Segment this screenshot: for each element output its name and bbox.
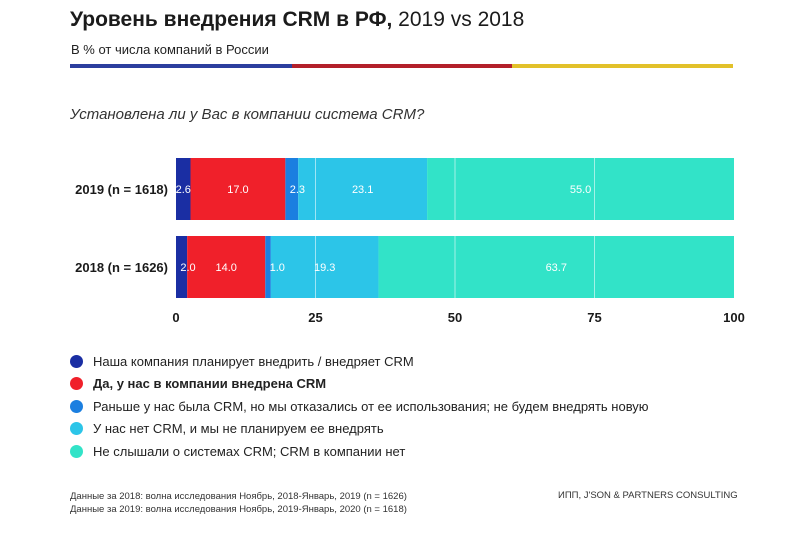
page-title: Уровень внедрения CRM в РФ, 2019 vs 2018	[70, 8, 524, 32]
legend-swatch	[70, 422, 83, 436]
bar-segment	[265, 236, 271, 298]
legend-swatch	[70, 444, 83, 458]
footnote-2018: Данные за 2018: волна исследования Ноябр…	[70, 491, 407, 502]
title-years: 2019 vs 2018	[392, 8, 525, 31]
divider-blue	[70, 64, 292, 68]
category-label: 2018 (n = 1626)	[75, 260, 168, 275]
bar-segment	[187, 236, 266, 298]
bar-segment	[176, 158, 191, 220]
legend-label: Наша компания планирует внедрить / внедр…	[93, 353, 414, 369]
legend-label: У нас нет CRM, и мы не планируем ее внед…	[93, 421, 384, 437]
data-label: 2.0	[180, 262, 195, 274]
x-tick-label: 50	[448, 310, 462, 325]
chart-legend: Наша компания планирует внедрить / внедр…	[70, 350, 649, 463]
legend-swatch	[70, 354, 83, 368]
legend-label: Да, у нас в компании внедрена CRM	[93, 376, 327, 392]
bar-segment	[190, 158, 286, 220]
legend-label: Раньше у нас была CRM, но мы отказались …	[93, 398, 649, 414]
data-label: 23.1	[352, 184, 373, 196]
x-tick-label: 25	[308, 310, 322, 325]
page-subtitle: В % от числа компаний в России	[71, 42, 269, 57]
x-tick-label: 0	[172, 310, 179, 325]
legend-item: Не слышали о системах CRM; CRM в компани…	[70, 440, 649, 463]
legend-item: Раньше у нас была CRM, но мы отказались …	[70, 395, 649, 418]
survey-question: Установлена ли у Вас в компании система …	[70, 106, 425, 123]
title-bold: Уровень внедрения CRM в РФ,	[70, 8, 393, 31]
legend-item: Да, у нас в компании внедрена CRM	[70, 373, 649, 396]
bar-segment	[176, 236, 188, 298]
footnotes: Данные за 2018: волна исследования Ноябр…	[70, 490, 407, 516]
data-label: 2.6	[176, 184, 191, 196]
data-label: 55.0	[570, 184, 591, 196]
x-tick-label: 100	[723, 310, 745, 325]
legend-item: У нас нет CRM, и мы не планируем ее внед…	[70, 418, 649, 441]
data-label: 19.3	[314, 262, 335, 274]
divider-yellow	[512, 64, 733, 68]
data-label: 1.0	[270, 262, 285, 274]
bar-segment	[270, 236, 379, 298]
data-label: 2.3	[290, 184, 305, 196]
x-tick-label: 75	[587, 310, 601, 325]
legend-label: Не слышали о системах CRM; CRM в компани…	[93, 443, 406, 459]
bar-segment	[285, 158, 299, 220]
stacked-bar-chart: 2.6 17.0 2.3 23.1 55.0 2019 (n = 1618) 2.0 14.0…	[75, 158, 745, 325]
data-label: 14.0	[216, 262, 237, 274]
bar-segment	[378, 236, 734, 298]
data-label: 17.0	[227, 184, 248, 196]
source-credit: ИПП, J'SON & PARTNERS CONSULTING	[558, 490, 738, 501]
tricolor-divider	[70, 64, 733, 68]
bar-segment	[427, 158, 734, 220]
footnote-2019: Данные за 2019: волна исследования Ноябр…	[70, 504, 407, 515]
legend-swatch	[70, 399, 83, 413]
divider-red	[292, 64, 512, 68]
category-label: 2019 (n = 1618)	[75, 182, 168, 197]
data-label: 63.7	[546, 262, 567, 274]
legend-item: Наша компания планирует внедрить / внедр…	[70, 350, 649, 373]
legend-swatch	[70, 377, 83, 391]
bar-segment	[298, 158, 428, 220]
